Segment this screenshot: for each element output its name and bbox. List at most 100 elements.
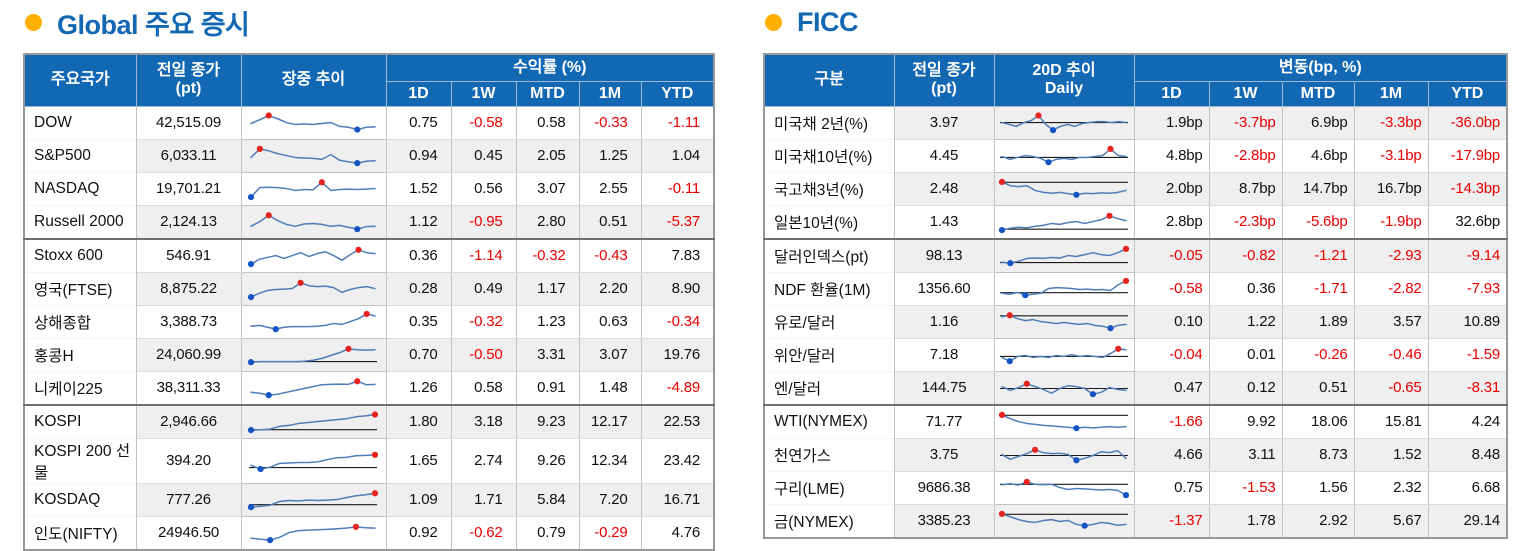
global-markets-table: 주요국가 전일 종가 (pt) 장중 추이 수익률 (%) 1D 1W MTD … [23, 53, 715, 551]
change-mtd: 0.79 [516, 516, 580, 550]
change-ytd: 8.48 [1428, 438, 1508, 472]
table-row: KOSPI 200 선물 394.20 1.65 2.74 9.26 12.34… [24, 438, 714, 484]
header-prev-close-line2: (pt) [175, 80, 202, 98]
change-ytd: -0.34 [641, 305, 714, 339]
max-dot [354, 377, 361, 384]
ficc-table-body: 미국채 2년(%) 3.97 1.9bp -3.7bp 6.9bp -3.3bp… [764, 106, 1508, 538]
min-dot [257, 465, 264, 472]
sparkline-chart [241, 483, 387, 517]
sparkline-chart [241, 404, 387, 439]
sparkline [999, 345, 1128, 364]
change-mtd: 14.7bp [1282, 172, 1355, 206]
prev-close-value: 38,311.33 [136, 371, 242, 406]
sparkline [998, 510, 1128, 529]
change-1m: 3.57 [1354, 305, 1429, 339]
table-row: 일본10년(%) 1.43 2.8bp -2.3bp -5.6bp -1.9bp… [764, 205, 1508, 240]
max-dot [1031, 446, 1038, 453]
change-1m: -2.93 [1354, 238, 1429, 273]
sparkline [247, 489, 379, 510]
prev-close-value: 144.75 [894, 371, 995, 406]
table-row: 영국(FTSE) 8,875.22 0.28 0.49 1.17 2.20 8.… [24, 272, 714, 306]
header-prev-close-line1: 전일 종가 [156, 62, 221, 80]
change-1m: -1.9bp [1354, 205, 1429, 240]
change-1w: 3.18 [451, 404, 517, 439]
prev-close-value: 3.75 [894, 438, 995, 472]
change-1d: 1.65 [386, 438, 452, 484]
table-row: 천연가스 3.75 4.66 3.11 8.73 1.52 8.48 [764, 438, 1508, 472]
prev-close-value: 9686.38 [894, 471, 995, 505]
instrument-name: 국고채3년(%) [764, 172, 895, 206]
sparkline [247, 345, 377, 365]
sparkline-chart [241, 172, 387, 206]
max-dot [355, 246, 362, 253]
section-title-text: FICC [797, 6, 859, 37]
max-dot [1023, 478, 1030, 485]
header-1d: 1D [1134, 81, 1210, 107]
table-row: S&P500 6,033.11 0.94 0.45 2.05 1.25 1.04 [24, 139, 714, 173]
min-dot [265, 391, 272, 398]
header-1m: 1M [579, 81, 642, 107]
change-mtd: 3.31 [516, 338, 580, 372]
max-dot [371, 451, 379, 458]
min-dot [1089, 390, 1096, 397]
sparkline [249, 451, 379, 472]
header-ytd: YTD [641, 81, 714, 107]
change-ytd: -8.31 [1428, 371, 1508, 406]
instrument-name: 미국채10년(%) [764, 139, 895, 173]
header-return-group: 수익률 (%) [386, 54, 714, 82]
instrument-name: 홍콩H [24, 338, 137, 372]
change-1w: 1.71 [451, 483, 517, 517]
max-dot [1034, 111, 1042, 119]
header-1w: 1W [1209, 81, 1283, 107]
change-mtd: 0.51 [1282, 371, 1355, 406]
prev-close-value: 546.91 [136, 238, 242, 273]
sparkline-chart [241, 305, 387, 339]
header-ytd: YTD [1428, 81, 1508, 107]
change-mtd: -0.32 [516, 238, 580, 273]
sparkline-chart [994, 205, 1135, 240]
change-mtd: 1.23 [516, 305, 580, 339]
min-dot [1072, 191, 1079, 198]
change-mtd: 1.17 [516, 272, 580, 306]
instrument-name: KOSPI [24, 404, 137, 439]
header-mtd: MTD [1282, 81, 1355, 107]
sparkline [999, 311, 1128, 331]
table-row: 상해종합 3,388.73 0.35 -0.32 1.23 0.63 -0.34 [24, 305, 714, 339]
header-trend-line1: 20D 추이 [1032, 62, 1096, 80]
table-row: 홍콩H 24,060.99 0.70 -0.50 3.31 3.07 19.76 [24, 338, 714, 372]
prev-close-value: 4.45 [894, 139, 995, 173]
change-1m: 3.07 [579, 338, 642, 372]
prev-close-value: 1.16 [894, 305, 995, 339]
sparkline [999, 446, 1128, 463]
change-1m: 2.55 [579, 172, 642, 206]
change-1m: -2.82 [1354, 272, 1429, 306]
sparkline-chart [994, 504, 1135, 538]
change-1m: 12.34 [579, 438, 642, 484]
change-1m: 16.7bp [1354, 172, 1429, 206]
sparkline-chart [994, 238, 1135, 273]
global-table-body: DOW 42,515.09 0.75 -0.58 0.58 -0.33 -1.1… [24, 106, 714, 550]
sparkline-chart [994, 172, 1135, 206]
header-prev-close-line2: (pt) [931, 80, 957, 98]
min-dot [1006, 259, 1013, 266]
prev-close-value: 777.26 [136, 483, 242, 517]
min-dot [354, 159, 361, 166]
change-mtd: 1.56 [1282, 471, 1355, 505]
prev-close-value: 2.48 [894, 172, 995, 206]
change-1w: 0.45 [451, 139, 517, 173]
max-dot [345, 345, 352, 352]
min-dot [1072, 456, 1079, 463]
global-markets-section: Global 주요 증시 주요국가 전일 종가 (pt) 장중 추이 수익률 (… [23, 2, 715, 551]
sparkline-chart [241, 516, 387, 550]
prev-close-value: 394.20 [136, 438, 242, 484]
header-return-group-label: 수익률 (%) [513, 58, 587, 76]
change-mtd: 2.05 [516, 139, 580, 173]
change-1d: 0.35 [386, 305, 452, 339]
min-dot [272, 325, 279, 332]
change-ytd: -0.11 [641, 172, 714, 206]
sparkline-chart [994, 438, 1135, 472]
change-mtd: -0.26 [1282, 338, 1355, 372]
change-1d: -0.58 [1134, 272, 1210, 306]
max-dot [297, 279, 304, 286]
prev-close-value: 24,060.99 [136, 338, 242, 372]
